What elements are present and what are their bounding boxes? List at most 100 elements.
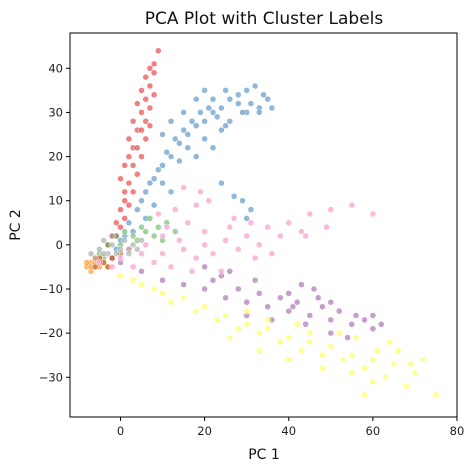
data-point <box>361 365 368 372</box>
data-point <box>222 122 229 129</box>
data-point <box>142 241 149 249</box>
data-point <box>113 250 120 257</box>
data-point <box>335 307 343 315</box>
data-point <box>340 356 347 363</box>
data-point <box>386 338 393 346</box>
data-point <box>129 241 137 249</box>
data-point <box>171 135 179 143</box>
data-point <box>138 126 145 134</box>
data-point <box>348 201 356 209</box>
x-axis: 0 20 40 60 80 <box>117 417 465 438</box>
data-point <box>230 215 238 222</box>
data-point <box>150 175 158 182</box>
data-point <box>226 118 234 125</box>
data-point <box>159 179 166 187</box>
data-point <box>243 298 250 306</box>
data-point <box>129 276 137 284</box>
cluster-series-5 <box>117 272 440 399</box>
data-point <box>201 241 208 249</box>
data-point <box>108 263 116 271</box>
data-point <box>192 122 200 129</box>
data-point <box>117 246 124 253</box>
data-point <box>142 118 149 125</box>
data-point <box>323 223 330 231</box>
data-point <box>159 276 166 284</box>
data-point <box>184 131 192 138</box>
data-point <box>146 65 154 72</box>
data-point <box>218 126 225 134</box>
data-point <box>243 87 250 94</box>
data-point <box>226 268 234 275</box>
data-point <box>201 263 208 271</box>
data-point <box>180 109 187 116</box>
y-axis-title: PC 2 <box>8 209 24 241</box>
data-point <box>108 254 116 262</box>
y-tick-label: −30 <box>39 370 63 384</box>
data-point <box>159 232 166 240</box>
data-point <box>150 285 158 293</box>
data-point <box>197 109 204 116</box>
data-point <box>192 201 200 209</box>
data-point <box>192 153 200 160</box>
data-point <box>243 215 250 222</box>
data-point <box>188 118 196 125</box>
y-tick-label: 30 <box>48 105 63 119</box>
data-point <box>222 294 229 302</box>
data-point <box>390 360 398 368</box>
data-point <box>117 206 124 213</box>
data-point <box>298 281 305 288</box>
data-point <box>134 100 141 107</box>
data-point <box>134 170 141 178</box>
plot-frame <box>69 32 458 418</box>
data-point <box>167 188 175 196</box>
data-point <box>277 232 284 240</box>
data-point <box>235 246 242 253</box>
data-point <box>201 87 208 94</box>
data-point <box>361 391 368 399</box>
data-point <box>226 95 234 103</box>
data-point <box>378 321 385 328</box>
data-point <box>121 215 128 222</box>
data-point <box>218 179 225 187</box>
data-point <box>142 228 149 235</box>
data-point <box>188 268 196 275</box>
data-point <box>201 118 208 125</box>
data-point <box>226 334 234 341</box>
data-point <box>201 285 208 293</box>
data-point <box>306 210 314 218</box>
data-point <box>180 126 187 134</box>
data-point <box>256 109 263 116</box>
data-point <box>138 281 145 288</box>
data-point <box>239 109 246 116</box>
data-point <box>180 184 187 191</box>
data-point <box>155 166 162 174</box>
y-tick-label: 10 <box>48 194 63 208</box>
data-point <box>327 298 335 306</box>
data-point <box>285 356 292 363</box>
cluster-series-3 <box>117 259 385 341</box>
data-point <box>121 162 128 169</box>
data-point <box>176 237 183 244</box>
data-point <box>335 329 343 337</box>
data-point <box>146 215 154 222</box>
data-point <box>117 223 124 231</box>
cluster-series-1 <box>113 82 276 253</box>
data-point <box>201 303 208 310</box>
x-tick-label: 80 <box>450 424 465 438</box>
data-point <box>264 95 271 103</box>
data-point <box>87 250 95 257</box>
data-point <box>209 250 217 257</box>
data-point <box>348 321 356 328</box>
data-point <box>171 206 179 213</box>
data-point <box>285 307 292 315</box>
data-point <box>192 95 200 103</box>
data-point <box>91 254 99 262</box>
data-point <box>163 223 171 231</box>
y-tick-label: 20 <box>48 150 63 164</box>
data-point <box>268 104 276 112</box>
data-point <box>138 223 145 231</box>
data-point <box>209 144 217 152</box>
data-point <box>129 188 137 196</box>
data-point <box>167 153 175 160</box>
data-point <box>108 241 116 249</box>
